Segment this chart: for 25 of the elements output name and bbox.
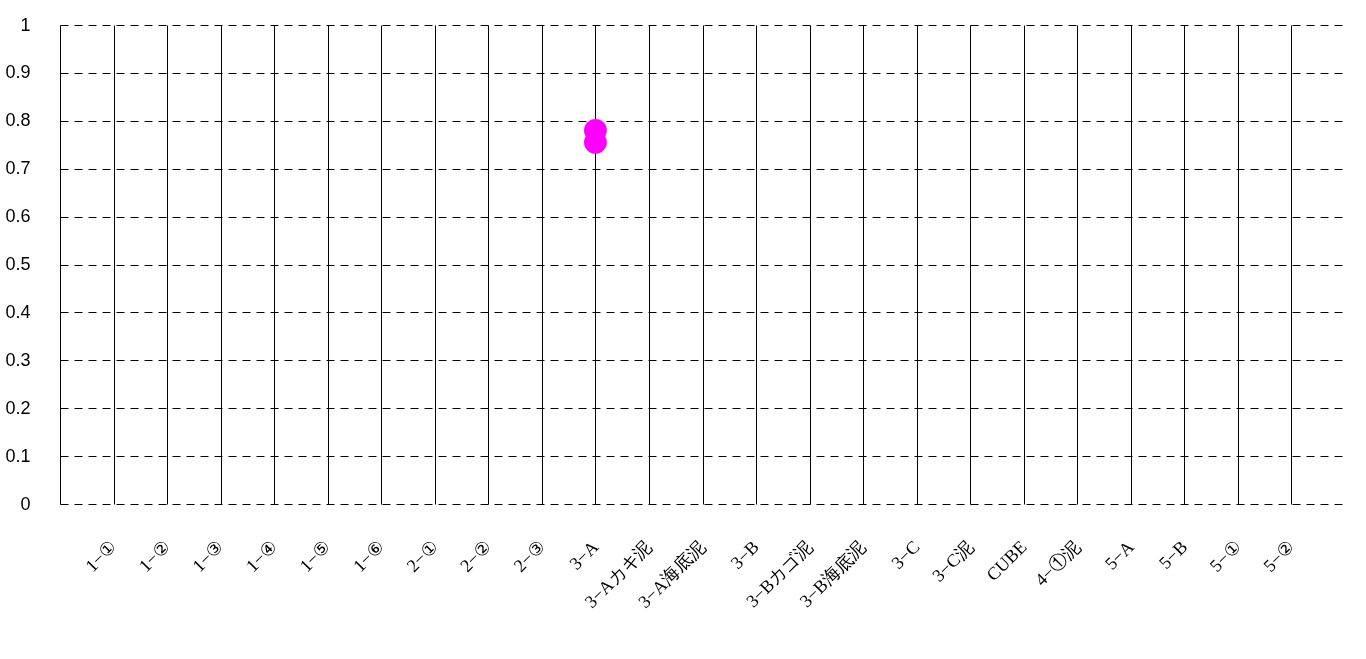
- x-tick-label: 1−②: [134, 536, 174, 576]
- y-tick-label: 0.1: [5, 445, 31, 466]
- y-tick-label: 0.4: [5, 301, 31, 322]
- y-tick-label: 0.9: [5, 62, 31, 83]
- y-tick-label: 0.3: [5, 349, 31, 370]
- y-tick-label: 0.5: [5, 254, 31, 274]
- x-tick-label: 5−B: [1155, 536, 1192, 573]
- x-tick-label: 1−③: [188, 536, 228, 576]
- y-tick-label: 0.7: [5, 158, 31, 179]
- y-tick-label: 0: [20, 493, 31, 514]
- y-tick-label: 1: [20, 14, 31, 35]
- x-tick-label: 1−④: [242, 536, 282, 576]
- x-tick-label: 3−B: [726, 536, 763, 573]
- x-tick-label: 1−①: [81, 536, 121, 576]
- x-tick-label: 1−⑤: [295, 536, 335, 576]
- x-tick-label: 1−⑥: [349, 536, 389, 576]
- x-tick-label: 5−A: [1100, 536, 1138, 574]
- x-tick-label: 3−C: [887, 536, 924, 573]
- x-tick-label: 5−②: [1259, 536, 1299, 576]
- y-tick-label: 0.8: [5, 110, 31, 131]
- x-tick-label: 3−A: [565, 536, 603, 574]
- y-tick-label: 0.6: [5, 206, 31, 227]
- y-tick-label: 0.2: [5, 397, 31, 418]
- x-tick-label: 3−C泥: [928, 536, 978, 586]
- x-tick-label: 5−①: [1205, 536, 1245, 576]
